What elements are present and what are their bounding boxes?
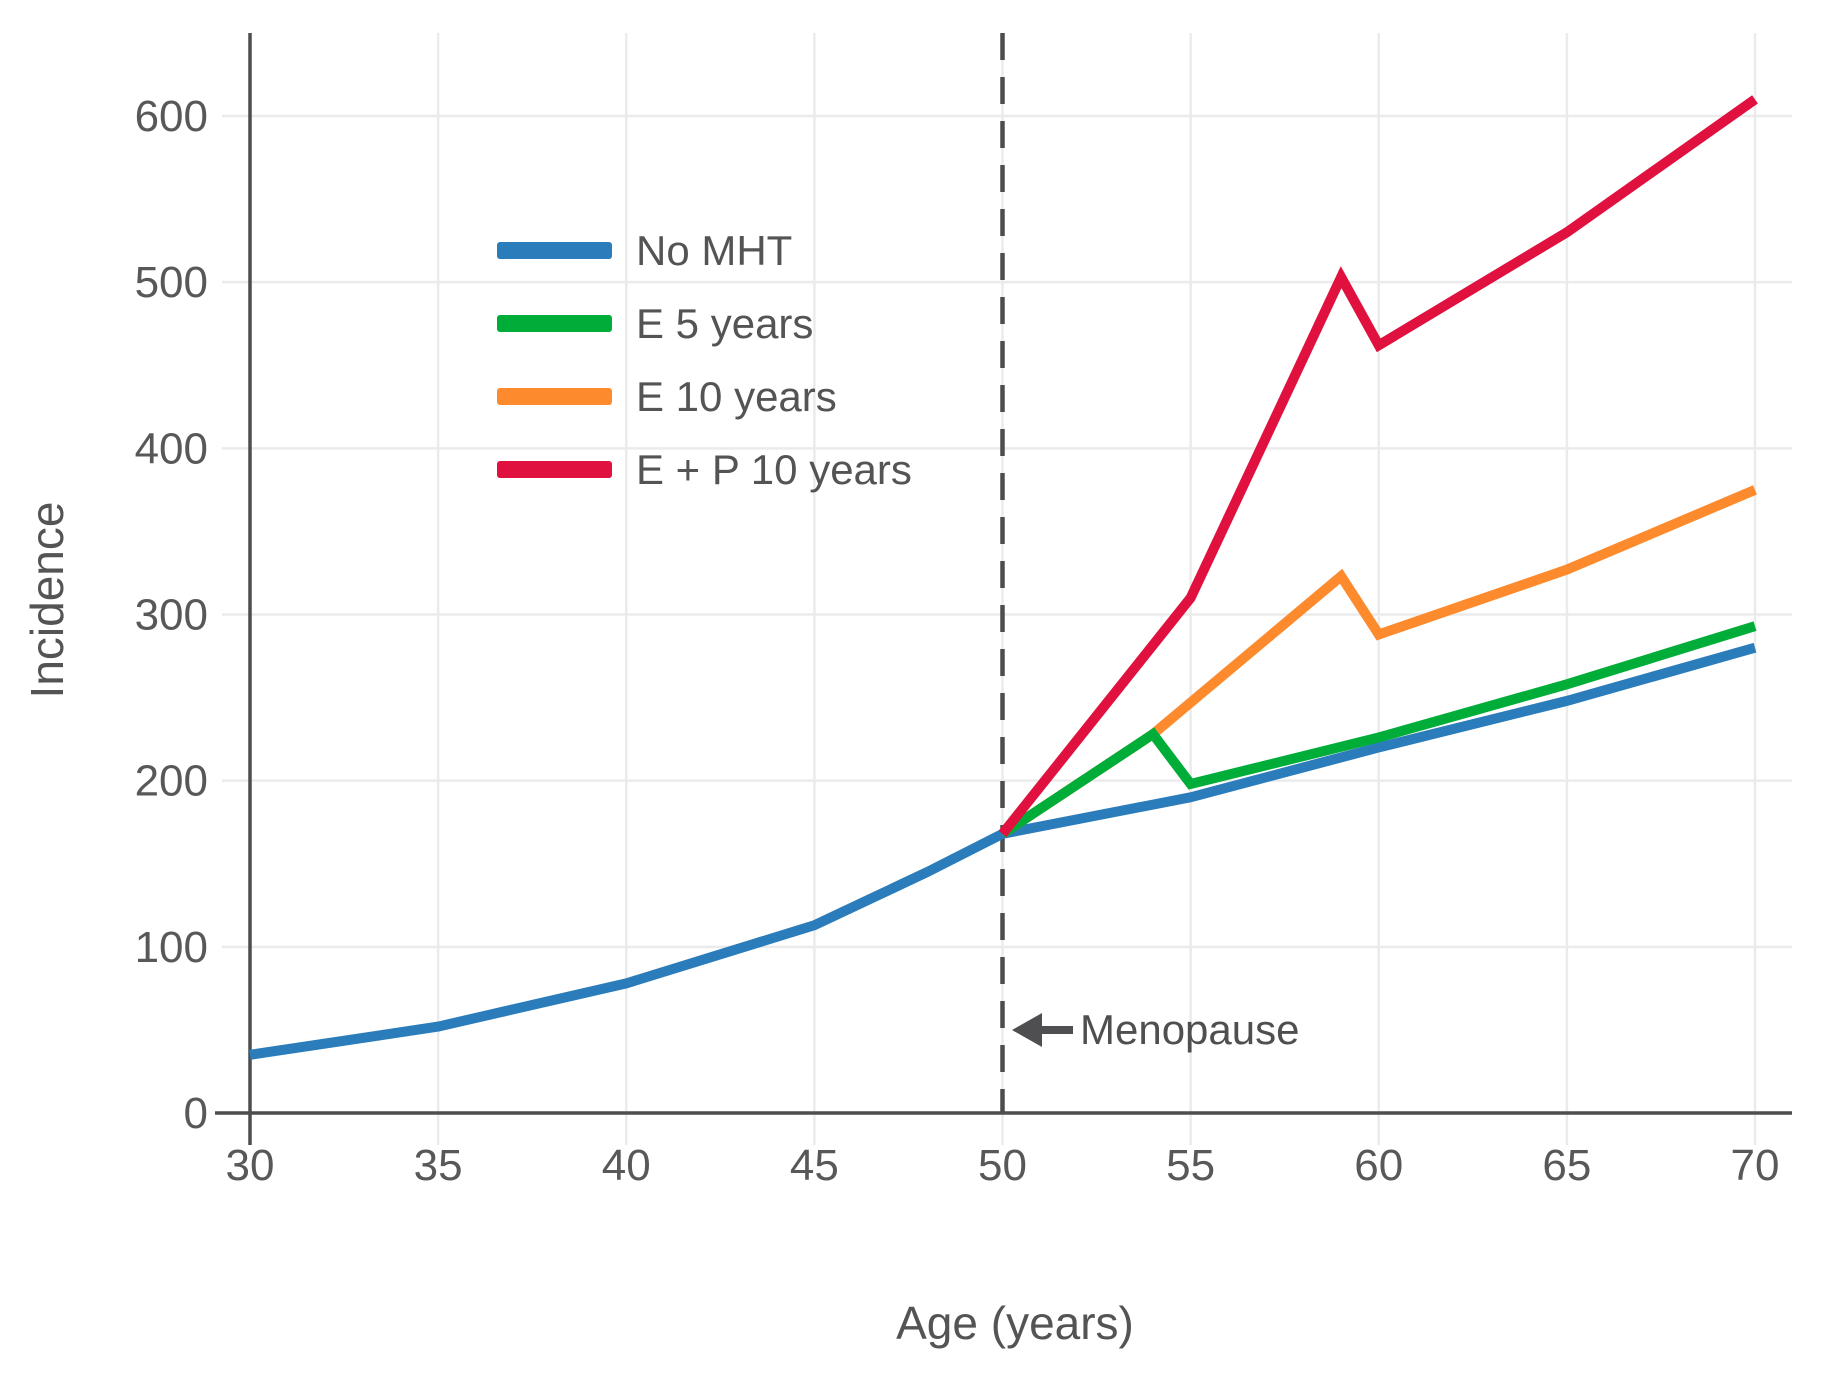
y-tick-label: 600 <box>135 92 208 141</box>
x-tick-label: 35 <box>414 1141 463 1190</box>
legend-label-e-p-10-years: E + P 10 years <box>636 445 912 493</box>
menopause-annotation-text: Menopause <box>1080 1006 1300 1053</box>
series-line-e-p-10-years <box>998 95 1758 837</box>
x-tick-label: 40 <box>602 1141 651 1190</box>
x-tick-label: 70 <box>1731 1141 1780 1190</box>
menopause-arrow-head-icon <box>1012 1013 1042 1047</box>
legend-swatch-e-p-10-years <box>497 461 612 478</box>
y-axis-title: Incidence <box>21 501 73 699</box>
legend-item-e-10-years: E 10 years <box>497 360 912 433</box>
legend-item-no-mht: No MHT <box>497 214 912 287</box>
x-tick-label: 60 <box>1354 1141 1403 1190</box>
y-tick-label: 0 <box>184 1089 208 1138</box>
legend-label-no-mht: No MHT <box>636 226 793 274</box>
y-tick-label: 200 <box>135 757 208 806</box>
y-tick-label: 100 <box>135 923 208 972</box>
x-tick-label: 65 <box>1542 1141 1591 1190</box>
legend-label-e-5-years: E 5 years <box>636 299 814 347</box>
legend-label-e-10-years: E 10 years <box>636 372 837 420</box>
legend-item-e-5-years: E 5 years <box>497 287 912 360</box>
y-tick-label: 300 <box>135 591 208 640</box>
x-axis-title: Age (years) <box>896 1297 1134 1349</box>
legend: No MHT E 5 years E 10 years E + P 10 yea… <box>497 214 912 506</box>
x-tick-label: 30 <box>226 1141 275 1190</box>
legend-item-e-p-10-years: E + P 10 years <box>497 433 912 506</box>
y-tick-label: 500 <box>135 258 208 307</box>
x-tick-label: 50 <box>978 1141 1027 1190</box>
x-tick-label: 45 <box>790 1141 839 1190</box>
legend-swatch-e-5-years <box>497 315 612 332</box>
y-tick-label: 400 <box>135 424 208 473</box>
legend-swatch-no-mht <box>497 242 612 259</box>
series-line-no-mht <box>249 642 1757 1060</box>
x-tick-label: 55 <box>1166 1141 1215 1190</box>
legend-swatch-e-10-years <box>497 388 612 405</box>
series-line-e-5-years <box>999 621 1757 839</box>
